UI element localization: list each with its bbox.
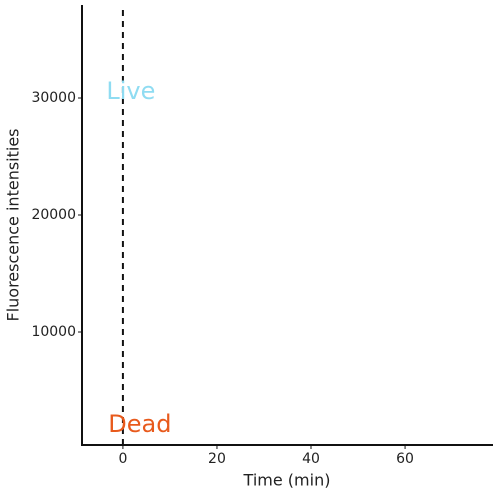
x-tick-label: 40 xyxy=(302,451,320,467)
annotation: Live xyxy=(106,77,155,105)
x-tick-label: 60 xyxy=(396,451,414,467)
y-tick-label: 20000 xyxy=(31,207,76,223)
x-tick-label: 20 xyxy=(208,451,226,467)
x-tick-label: 0 xyxy=(118,451,127,467)
x-axis-label: Time (min) xyxy=(243,471,331,490)
y-tick-label: 30000 xyxy=(31,90,76,106)
annotation: Dead xyxy=(108,410,171,438)
y-axis-label: Fluorescence intensities xyxy=(4,128,23,321)
y-tick-label: 10000 xyxy=(31,324,76,340)
